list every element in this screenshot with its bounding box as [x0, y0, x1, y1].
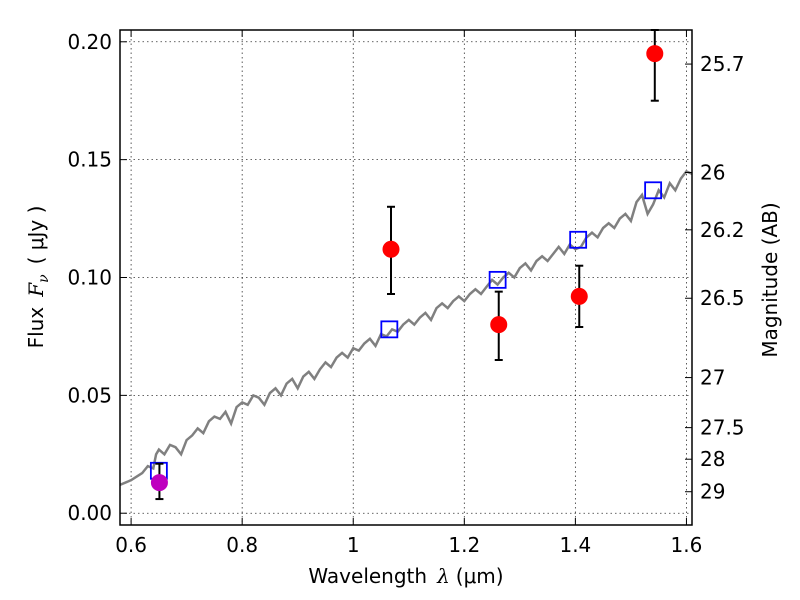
x-tick-label: 1.2 [448, 533, 480, 557]
synthetic-photometry-square [488, 270, 507, 289]
y2-tick-label: 28 [700, 447, 725, 471]
y2-axis-label: Magnitude (AB) [758, 202, 782, 357]
observed-photometry-point [570, 287, 588, 305]
y2-tick-label: 25.7 [700, 52, 745, 76]
y-tick-label: 0.00 [67, 501, 112, 525]
synthetic-photometry-square [644, 181, 663, 200]
grid-lines [120, 30, 692, 525]
observed-photometry-point [646, 45, 664, 63]
model-spectrum-layer [120, 169, 692, 487]
axis-ticks [120, 30, 692, 525]
synthetic-photometry-layer [149, 181, 663, 480]
y-axis-label: FluxFν( μJy ) [24, 206, 52, 349]
optical-photometry-point [150, 474, 168, 492]
x-axis-label: Wavelength λ (μm) [308, 564, 503, 588]
synthetic-photometry-square [380, 320, 399, 339]
y-tick-label: 0.05 [67, 383, 112, 407]
observed-photometry-point [382, 240, 400, 258]
tick-labels: 0.6 0.8 1 1.2 1.4 1.6 0.00 0.05 0.10 0.15 0.20 25.7… [67, 30, 744, 557]
x-tick-label: 0.8 [226, 533, 258, 557]
observed-photometry-point [490, 316, 508, 334]
y-tick-label: 0.10 [67, 266, 112, 290]
y2-tick-label: 26.5 [700, 286, 745, 310]
y2-tick-label: 26 [700, 161, 725, 185]
synthetic-photometry-square [569, 230, 588, 249]
x-tick-label: 1.6 [671, 533, 703, 557]
model-spectrum-line [120, 169, 692, 487]
x-tick-label: 1 [347, 533, 360, 557]
y-tick-label: 0.20 [67, 30, 112, 54]
y2-tick-label: 27.5 [700, 416, 745, 440]
y2-tick-label: 27 [700, 366, 725, 390]
y2-tick-label: 29 [700, 480, 725, 504]
x-tick-label: 1.4 [559, 533, 591, 557]
y2-tick-label: 26.2 [700, 218, 745, 242]
observed-photometry-layer [150, 45, 664, 492]
x-tick-label: 0.6 [115, 533, 147, 557]
y-tick-label: 0.15 [67, 148, 112, 172]
